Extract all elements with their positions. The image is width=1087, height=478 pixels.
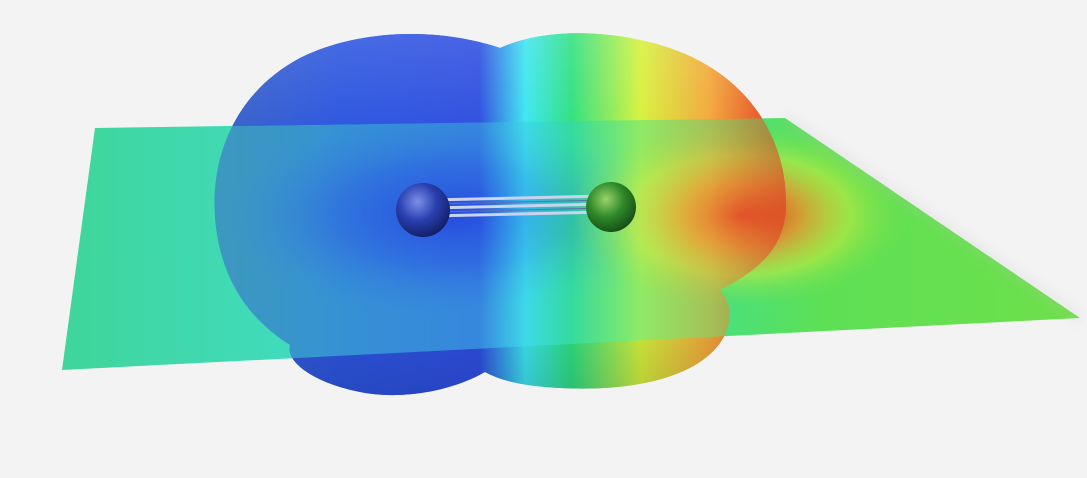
- triple-bond: [429, 194, 606, 218]
- atom-right[interactable]: [586, 182, 636, 232]
- atom-left[interactable]: [396, 183, 450, 237]
- molecule: [396, 182, 636, 237]
